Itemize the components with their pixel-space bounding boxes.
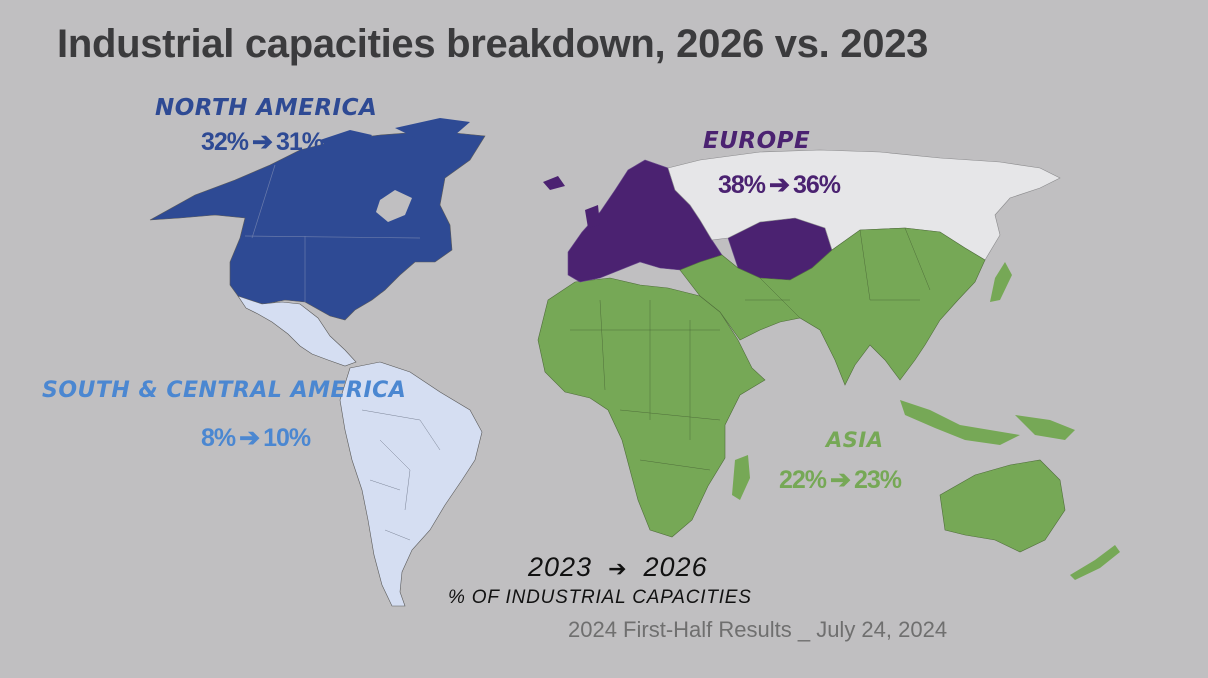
north-america-to: 31% (276, 128, 324, 156)
asia-from: 22% (779, 466, 827, 494)
slide-title: Industrial capacities breakdown, 2026 vs… (57, 22, 929, 66)
legend-from-year: 2023 (528, 552, 593, 582)
europe-from: 38% (718, 171, 766, 199)
right-arrow-icon: ➔ (252, 128, 273, 156)
right-arrow-icon: ➔ (769, 171, 790, 199)
north-america-values: 32% ➔ 31% (201, 127, 324, 157)
europe-values: 38% ➔ 36% (718, 170, 841, 200)
asia-to: 23% (854, 466, 902, 494)
legend-caption: % OF INDUSTRIAL CAPACITIES (448, 587, 752, 608)
right-arrow-icon: ➔ (830, 466, 851, 494)
australia-shape[interactable] (939, 459, 1120, 580)
asia-shape[interactable] (679, 227, 1075, 445)
right-arrow-icon: ➔ (239, 424, 260, 452)
europe-shape[interactable] (543, 159, 833, 283)
legend-to-year: 2026 (643, 552, 708, 582)
legend-years: 2023 ➔ 2026 (528, 552, 708, 583)
north-america-label: NORTH AMERICA (155, 95, 378, 121)
south-central-america-to: 10% (263, 424, 311, 452)
south-central-america-from: 8% (201, 424, 236, 452)
europe-label: EUROPE (703, 128, 811, 154)
asia-label: ASIA (826, 428, 884, 452)
right-arrow-icon: ➔ (608, 556, 628, 581)
north-america-shape[interactable] (149, 118, 486, 321)
south-central-america-label: SOUTH & CENTRAL AMERICA (42, 378, 407, 403)
africa-shape[interactable] (537, 277, 766, 538)
footer-text: 2024 First-Half Results _ July 24, 2024 (568, 617, 948, 642)
europe-to: 36% (793, 171, 841, 199)
north-america-from: 32% (201, 128, 249, 156)
asia-values: 22% ➔ 23% (779, 465, 902, 495)
south-central-america-values: 8% ➔ 10% (201, 423, 311, 453)
south-central-america-shape[interactable] (237, 295, 483, 607)
